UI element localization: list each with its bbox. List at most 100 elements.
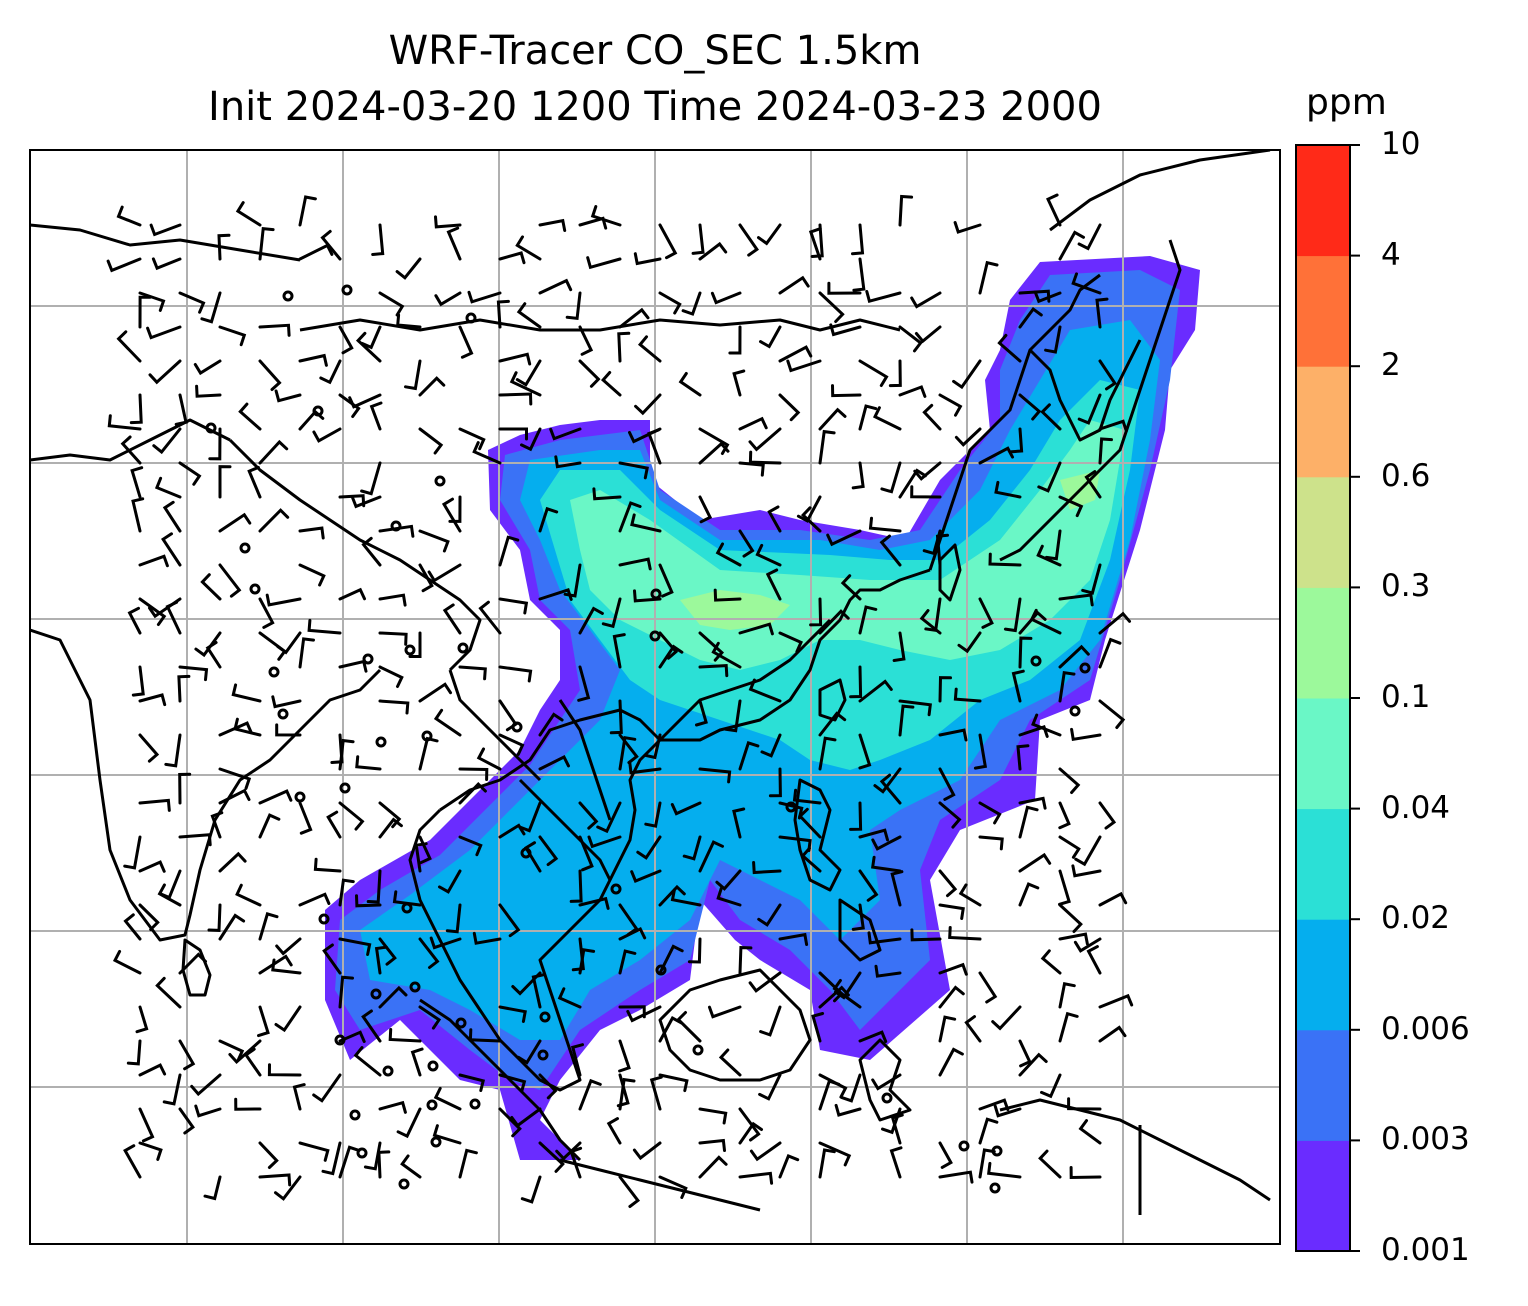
wind-barb: [338, 738, 355, 771]
wind-barb: [1077, 223, 1102, 251]
wind-barb: [515, 359, 542, 387]
wind-barb: [378, 985, 408, 1009]
wind-barb: [231, 683, 262, 703]
wind-barb: [410, 1047, 424, 1077]
wind-barb: [978, 971, 998, 1004]
wind-barb: [858, 828, 889, 842]
wind-barb: [617, 331, 631, 363]
wind-barb: [630, 513, 662, 533]
wind-barb: [498, 1073, 527, 1093]
wind-barb: [1098, 437, 1113, 465]
wind-barb: [851, 223, 865, 256]
wind-barb: [600, 371, 622, 397]
calm-wind-marker: [989, 1182, 1001, 1194]
wind-barb: [718, 1048, 742, 1077]
wind-barb: [1095, 297, 1109, 329]
calm-wind-marker: [277, 708, 289, 720]
wind-barb: [938, 767, 956, 801]
wind-barb: [218, 1039, 245, 1062]
wind-barb: [713, 588, 742, 602]
wind-barb: [578, 325, 594, 356]
wind-barb: [618, 557, 652, 571]
wind-barb: [681, 291, 702, 316]
wind-barb: [1033, 290, 1062, 304]
calm-wind-marker: [958, 1140, 970, 1152]
wind-barb: [178, 1107, 195, 1135]
wind-barb: [162, 500, 182, 533]
wind-barb: [670, 801, 702, 816]
wind-barb: [871, 1073, 902, 1091]
wind-barb: [374, 945, 388, 975]
wind-barb: [554, 455, 582, 469]
wind-barb: [233, 717, 262, 737]
wind-barb: [738, 1107, 761, 1142]
wind-barb: [498, 535, 520, 567]
wind-barb: [890, 1113, 904, 1145]
calm-wind-marker: [390, 520, 402, 532]
wind-barb: [880, 461, 902, 494]
wind-barb: [123, 913, 142, 941]
calm-wind-marker: [427, 1060, 439, 1072]
wind-barb: [578, 606, 604, 635]
wind-barb: [516, 302, 542, 329]
wind-barb: [178, 1039, 196, 1071]
wind-barb: [218, 512, 252, 533]
wind-barb: [910, 485, 942, 499]
new-guinea-coastline: [999, 1098, 1271, 1202]
wind-barb: [498, 352, 532, 366]
wind-barb: [193, 359, 222, 376]
wind-barb: [298, 195, 317, 227]
wind-barb: [218, 767, 252, 790]
calm-wind-marker: [785, 801, 797, 813]
wind-barb: [938, 393, 963, 417]
wind-barb: [676, 1011, 702, 1043]
wind-barb: [658, 1073, 689, 1093]
wind-barb: [818, 1148, 836, 1179]
wind-barb: [200, 573, 222, 601]
calm-wind-marker: [430, 1136, 442, 1148]
wind-barb: [218, 913, 246, 941]
wind-barb: [1071, 864, 1102, 878]
wind-barb: [203, 1175, 222, 1201]
wind-barb: [748, 427, 782, 452]
wind-barb: [116, 330, 142, 363]
wind-barb: [1058, 230, 1085, 261]
wind-barb: [258, 1173, 292, 1187]
map-title-line-2: Init 2024-03-20 1200 Time 2024-03-23 200…: [208, 84, 1102, 130]
wind-barb: [978, 801, 1002, 825]
wind-barb: [778, 275, 810, 295]
colorbar-tick-label: 0.003: [1381, 1121, 1470, 1158]
wind-barb: [938, 1141, 953, 1169]
wind-barb: [957, 631, 982, 654]
wind-barb: [1098, 359, 1117, 391]
wind-barb: [152, 427, 182, 455]
wind-barb: [458, 427, 486, 451]
wind-barb: [258, 912, 279, 941]
wind-barb: [1029, 608, 1062, 635]
colorbar-segment: [1296, 1029, 1350, 1141]
wind-barb: [538, 1141, 565, 1173]
colorbar-tick-label: 0.006: [1381, 1010, 1470, 1047]
wind-barb: [458, 1073, 486, 1092]
wind-barb: [174, 393, 188, 426]
wind-barb: [468, 1028, 502, 1043]
calm-wind-marker: [649, 630, 661, 642]
wind-barb: [578, 359, 601, 388]
wind-barb: [898, 194, 914, 227]
map-title-line-1: WRF-Tracer CO_SEC 1.5km: [388, 28, 922, 74]
wind-barb: [157, 883, 182, 907]
wind-barb: [757, 903, 782, 927]
calm-wind-marker: [455, 1017, 467, 1029]
wind-barb: [710, 291, 742, 305]
wind-barb: [418, 427, 444, 455]
wind-barb: [952, 359, 982, 390]
wind-barb: [123, 835, 142, 870]
wind-barb: [738, 946, 753, 975]
wind-barb: [396, 1107, 422, 1139]
wind-barb: [818, 291, 845, 323]
wind-barb: [618, 461, 649, 480]
wind-barb: [724, 699, 742, 733]
wind-barb: [786, 359, 822, 373]
wind-barb: [298, 243, 334, 261]
map-area: [30, 150, 1280, 1244]
